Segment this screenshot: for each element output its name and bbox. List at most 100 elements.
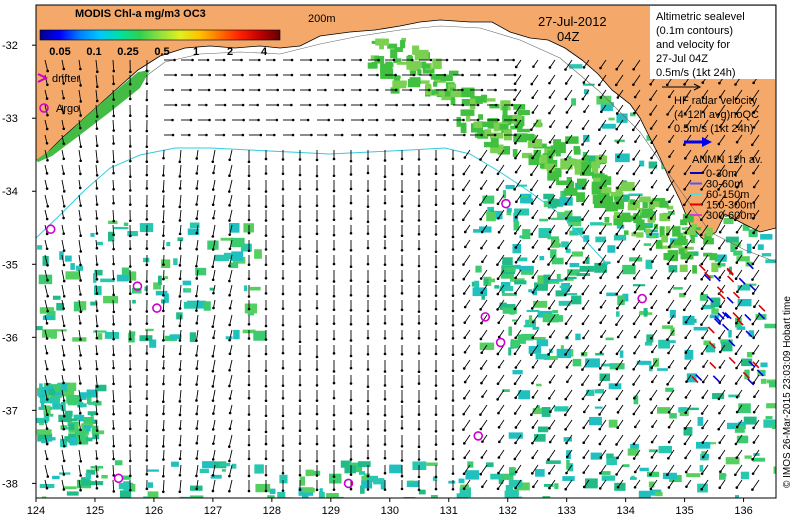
velocity-arrow bbox=[736, 284, 743, 293]
velocity-arrowhead-icon bbox=[211, 278, 215, 282]
velocity-arrowhead-icon bbox=[112, 490, 116, 493]
velocity-arrowhead-icon bbox=[62, 67, 66, 71]
velocity-arrowhead-icon bbox=[79, 218, 82, 221]
velocity-arrow bbox=[44, 419, 48, 429]
velocity-arrow bbox=[617, 89, 624, 98]
velocity-arrowhead-icon bbox=[315, 250, 319, 253]
velocity-arrowhead-icon bbox=[195, 277, 199, 280]
velocity-arrowhead-icon bbox=[701, 455, 705, 459]
velocity-arrow bbox=[616, 344, 624, 355]
velocity-arrow bbox=[666, 464, 675, 475]
velocity-arrow bbox=[78, 329, 81, 340]
velocity-arrowhead-icon bbox=[178, 427, 182, 430]
velocity-arrowhead-icon bbox=[315, 322, 319, 326]
velocity-arrowhead-icon bbox=[451, 353, 455, 357]
velocity-arrow bbox=[112, 149, 115, 162]
velocity-arrowhead-icon bbox=[45, 457, 49, 461]
velocity-arrowhead-icon bbox=[463, 396, 466, 400]
velocity-arrowhead-icon bbox=[476, 103, 480, 107]
velocity-arrow bbox=[735, 194, 743, 205]
chl-patch bbox=[528, 289, 532, 293]
y-tick-label: -32 bbox=[2, 40, 18, 52]
velocity-arrow bbox=[44, 149, 48, 161]
velocity-arrow bbox=[44, 329, 48, 339]
velocity-arrowhead-icon bbox=[309, 58, 313, 62]
velocity-arrowhead-icon bbox=[145, 233, 149, 236]
velocity-arrow bbox=[684, 149, 692, 159]
velocity-arrow bbox=[480, 149, 488, 160]
velocity-arrow bbox=[78, 434, 81, 444]
velocity-arrow bbox=[481, 164, 488, 173]
velocity-arrowhead-icon bbox=[581, 322, 585, 326]
velocity-arrowhead-icon bbox=[581, 203, 584, 206]
velocity-arrowhead-icon bbox=[614, 83, 618, 87]
velocity-arrow bbox=[752, 479, 760, 490]
velocity-arrowhead-icon bbox=[95, 486, 99, 490]
chl-patch bbox=[52, 475, 60, 480]
coastal-chl-patch bbox=[576, 192, 585, 203]
chl-patch bbox=[622, 293, 629, 302]
velocity-arrow bbox=[196, 434, 199, 444]
velocity-arrowhead-icon bbox=[651, 380, 654, 384]
chl-patch bbox=[743, 283, 757, 286]
velocity-arrowhead-icon bbox=[497, 425, 501, 429]
chl-patch bbox=[535, 353, 551, 360]
velocity-arrow bbox=[162, 329, 165, 341]
chl-patch bbox=[228, 223, 240, 233]
velocity-arrowhead-icon bbox=[417, 247, 421, 251]
velocity-arrowhead-icon bbox=[46, 309, 49, 313]
velocity-arrowhead-icon bbox=[735, 321, 738, 325]
velocity-arrow bbox=[213, 299, 216, 309]
velocity-arrow bbox=[669, 149, 675, 157]
velocity-arrow bbox=[599, 359, 607, 369]
velocity-arrowhead-icon bbox=[633, 231, 637, 234]
coastal-chl-patch bbox=[409, 68, 417, 76]
velocity-arrow bbox=[686, 119, 692, 127]
chl-patch bbox=[710, 297, 721, 308]
velocity-arrow bbox=[685, 389, 692, 398]
velocity-arrowhead-icon bbox=[667, 410, 671, 414]
velocity-arrowhead-icon bbox=[95, 412, 99, 416]
chl-patch bbox=[608, 117, 615, 121]
velocity-arrowhead-icon bbox=[400, 263, 404, 267]
velocity-arrowhead-icon bbox=[531, 336, 535, 339]
velocity-arrowhead-icon bbox=[684, 367, 687, 370]
velocity-arrow bbox=[514, 449, 522, 460]
velocity-arrowhead-icon bbox=[463, 230, 467, 234]
chl-patch bbox=[736, 435, 749, 444]
velocity-arrowhead-icon bbox=[616, 485, 620, 489]
velocity-arrowhead-icon bbox=[128, 385, 132, 388]
velocity-arrow bbox=[95, 74, 98, 87]
velocity-arrow bbox=[600, 104, 607, 113]
chl-patch bbox=[721, 342, 733, 352]
chl-patch bbox=[614, 139, 625, 143]
velocity-arrow bbox=[734, 464, 743, 476]
velocity-arrowhead-icon bbox=[62, 204, 66, 208]
velocity-arrowhead-icon bbox=[417, 458, 421, 461]
chl-patch bbox=[699, 294, 708, 301]
velocity-arrowhead-icon bbox=[264, 442, 268, 446]
velocity-arrowhead-icon bbox=[315, 292, 319, 296]
velocity-arrowhead-icon bbox=[145, 458, 149, 462]
coastal-chl-patch bbox=[387, 43, 398, 49]
velocity-arrow bbox=[668, 119, 675, 128]
velocity-arrowhead-icon bbox=[211, 399, 215, 402]
velocity-arrowhead-icon bbox=[162, 156, 165, 160]
velocity-arrow bbox=[617, 134, 624, 143]
velocity-arrow bbox=[61, 269, 65, 282]
velocity-arrow bbox=[229, 254, 233, 266]
chl-patch bbox=[160, 259, 171, 269]
velocity-arrowhead-icon bbox=[417, 370, 421, 374]
velocity-arrow bbox=[600, 164, 607, 173]
chl-patch bbox=[471, 281, 476, 287]
velocity-arrowhead-icon bbox=[173, 58, 176, 62]
chl-patch bbox=[725, 236, 739, 243]
velocity-arrow bbox=[112, 374, 115, 384]
velocity-arrowhead-icon bbox=[667, 321, 670, 325]
velocity-arrow bbox=[515, 479, 522, 489]
velocity-arrowhead-icon bbox=[514, 65, 518, 69]
velocity-arrowhead-icon bbox=[45, 232, 49, 236]
velocity-arrow bbox=[44, 389, 48, 400]
velocity-arrowhead-icon bbox=[145, 337, 149, 341]
velocity-arrow bbox=[753, 119, 760, 128]
